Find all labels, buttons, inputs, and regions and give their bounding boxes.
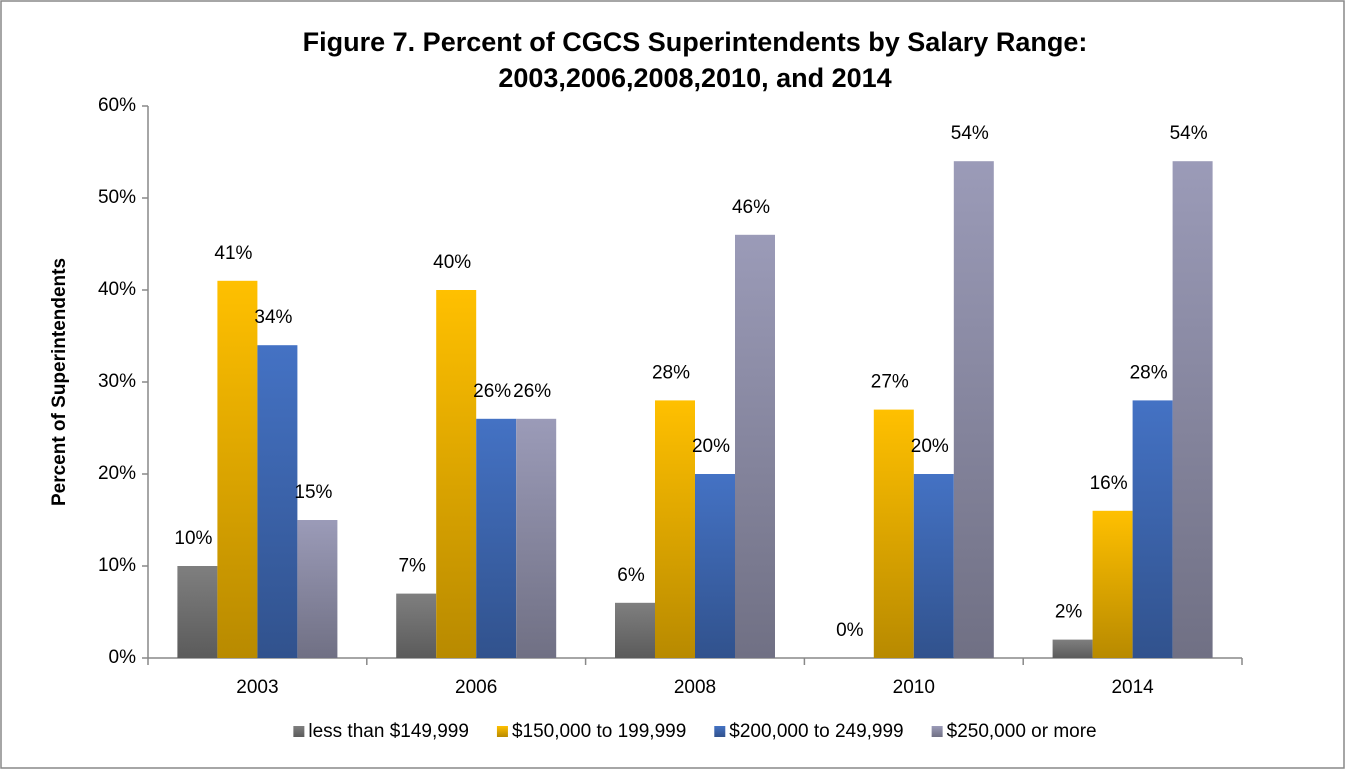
value-label: 0% xyxy=(836,620,864,641)
y-tick-label: 10% xyxy=(98,555,136,576)
x-tick-label: 2003 xyxy=(236,677,278,698)
value-label: 16% xyxy=(1090,473,1128,494)
value-label: 27% xyxy=(871,372,909,393)
bar xyxy=(655,400,695,658)
legend-swatch xyxy=(714,726,726,737)
bar xyxy=(297,520,338,658)
value-label: 41% xyxy=(214,243,252,264)
x-tick-label: 2008 xyxy=(674,677,716,698)
legend-item: $150,000 to 199,999 xyxy=(496,721,686,742)
bar xyxy=(177,566,218,658)
bar xyxy=(1052,639,1093,658)
y-tick-label: 60% xyxy=(98,95,136,116)
bar xyxy=(953,161,994,658)
value-label: 34% xyxy=(254,307,292,328)
value-label: 20% xyxy=(911,436,949,457)
value-label: 15% xyxy=(294,482,332,503)
legend-label: $250,000 or more xyxy=(947,721,1097,742)
chart-title: 2003,2006,2008,2010, and 2014 xyxy=(498,63,891,93)
legend-swatch xyxy=(931,726,943,737)
y-axis-label: Percent of Superintendents xyxy=(49,258,70,506)
bar xyxy=(1092,510,1133,658)
x-tick-label: 2006 xyxy=(455,677,497,698)
value-label: 20% xyxy=(692,436,730,457)
value-label: 40% xyxy=(433,252,471,273)
legend-swatch xyxy=(293,726,305,737)
value-label: 54% xyxy=(951,123,989,144)
legend-item: $250,000 or more xyxy=(931,721,1097,742)
y-tick-label: 50% xyxy=(98,187,136,208)
bar xyxy=(396,593,437,658)
legend-item: $200,000 to 249,999 xyxy=(714,721,904,742)
value-label: 6% xyxy=(617,565,645,586)
bar xyxy=(615,602,655,658)
y-tick-label: 20% xyxy=(98,463,136,484)
chart-title: Figure 7. Percent of CGCS Superintendent… xyxy=(303,27,1088,57)
legend-label: less than $149,999 xyxy=(308,721,469,742)
legend-swatch xyxy=(496,726,508,737)
bar xyxy=(1172,161,1213,658)
value-label: 28% xyxy=(652,362,690,383)
y-tick-label: 30% xyxy=(98,371,136,392)
bar xyxy=(695,474,735,658)
value-label: 46% xyxy=(732,197,770,218)
legend-label: $150,000 to 199,999 xyxy=(512,721,686,742)
bar xyxy=(476,418,517,658)
y-tick-label: 40% xyxy=(98,279,136,300)
legend-item: less than $149,999 xyxy=(293,721,469,742)
bar xyxy=(1132,400,1173,658)
bar xyxy=(217,280,258,658)
bar xyxy=(516,418,557,658)
value-label: 7% xyxy=(398,556,426,577)
bar xyxy=(735,234,775,659)
bar xyxy=(436,290,477,658)
value-label: 28% xyxy=(1130,362,1168,383)
x-tick-label: 2010 xyxy=(893,677,935,698)
value-label: 26% xyxy=(473,381,511,402)
legend-label: $200,000 to 249,999 xyxy=(729,721,903,742)
value-label: 10% xyxy=(174,528,212,549)
bar xyxy=(257,345,298,658)
value-label: 26% xyxy=(513,381,551,402)
value-label: 54% xyxy=(1170,123,1208,144)
value-label: 2% xyxy=(1055,602,1083,623)
bar xyxy=(913,474,954,658)
bar xyxy=(873,409,914,658)
y-tick-label: 0% xyxy=(109,647,137,668)
x-tick-label: 2014 xyxy=(1111,677,1154,698)
